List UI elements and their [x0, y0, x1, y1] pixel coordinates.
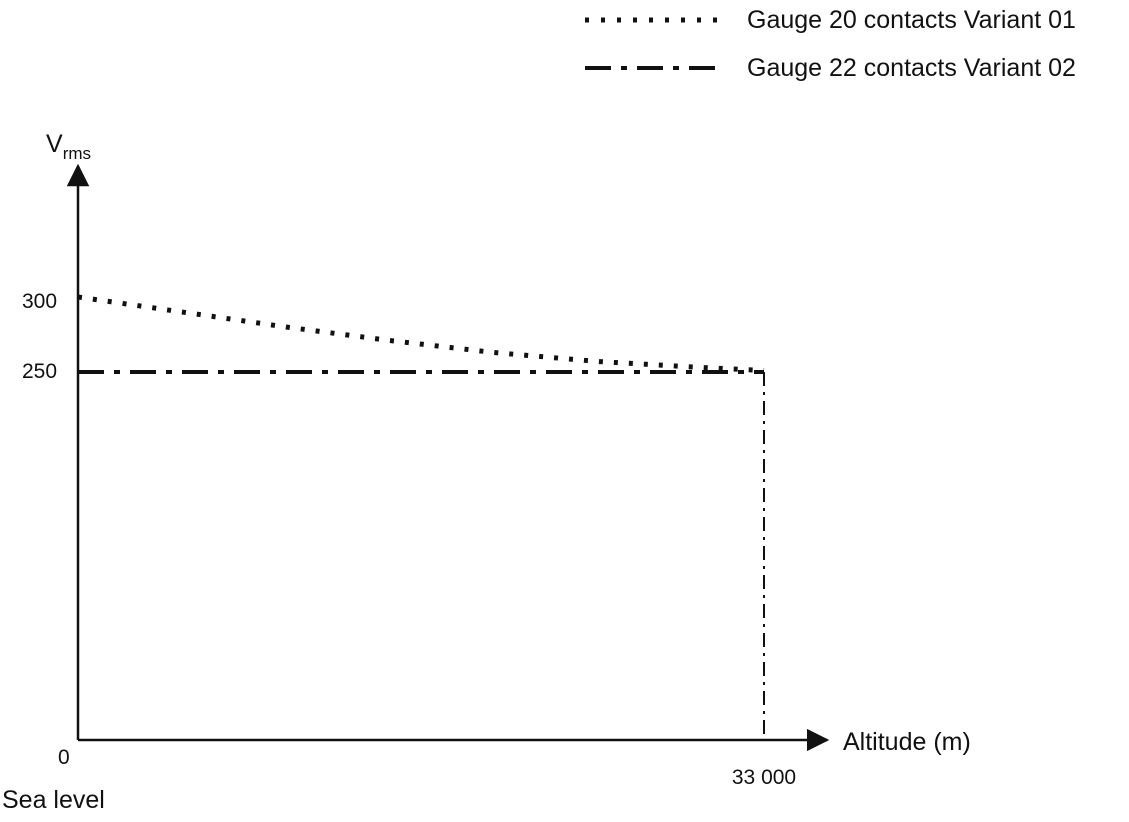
x-tick-label-0: 0: [58, 746, 70, 769]
y-axis-label: Vrms: [46, 130, 91, 163]
legend-label-series-2: Gauge 22 contacts Variant 02: [747, 54, 1076, 82]
y-tick-label-250: 250: [22, 360, 57, 383]
x-tick-label-33000: 33 000: [732, 766, 796, 789]
y-tick-label-300: 300: [22, 290, 57, 313]
legend: Gauge 20 contacts Variant 01 Gauge 22 co…: [585, 6, 1076, 82]
x-origin-note: Sea level: [2, 786, 105, 814]
y-axis-label-subscript: rms: [63, 144, 91, 163]
series-line-1: [78, 297, 764, 371]
y-axis-label-main: V: [46, 130, 63, 158]
plot-area: [78, 297, 764, 740]
x-axis-label: Altitude (m): [843, 728, 971, 756]
legend-label-series-1: Gauge 20 contacts Variant 01: [747, 6, 1076, 34]
